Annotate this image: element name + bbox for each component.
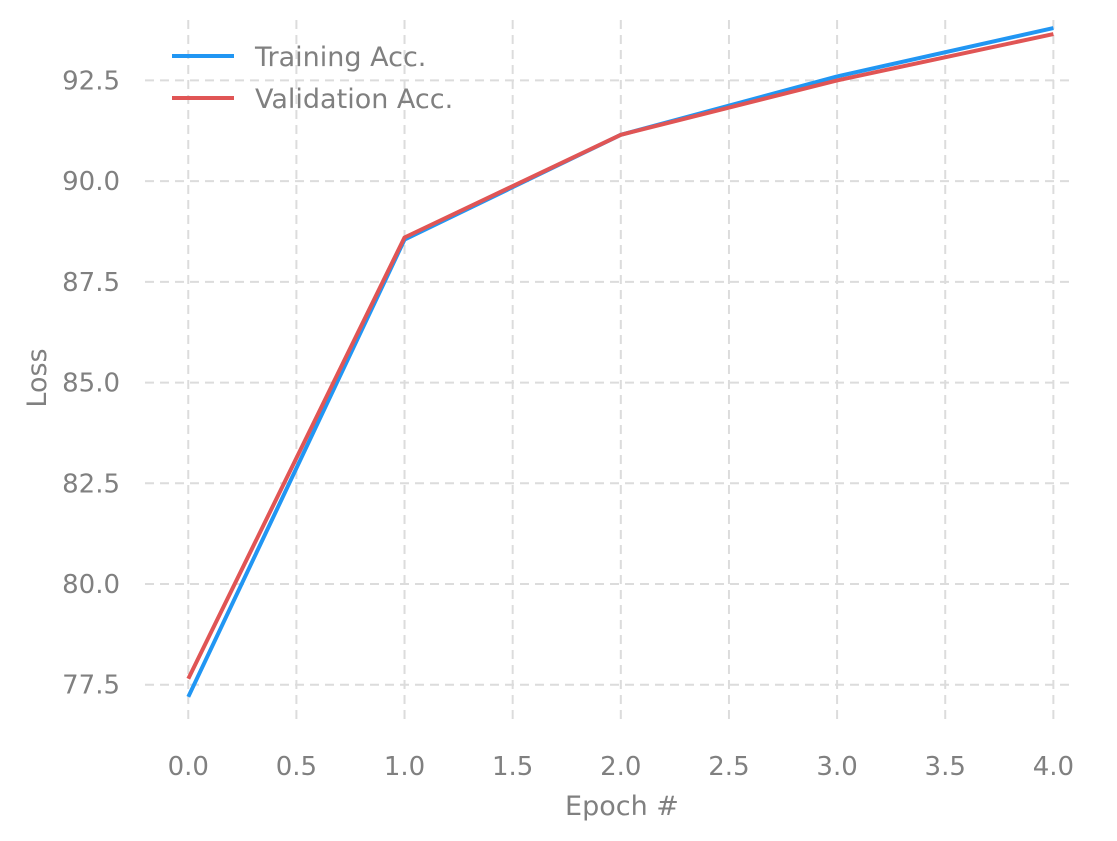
y-tick-label: 87.5 — [62, 268, 120, 298]
y-tick-labels: 77.5 80.0 82.5 85.0 87.5 90.0 92.5 — [62, 66, 120, 700]
y-tick-label: 77.5 — [62, 671, 120, 701]
x-tick-label: 4.0 — [1033, 752, 1074, 782]
y-tick-label: 85.0 — [62, 369, 120, 399]
x-tick-label: 3.5 — [925, 752, 966, 782]
legend-label-validation: Validation Acc. — [255, 84, 453, 115]
legend: Training Acc. Validation Acc. — [172, 42, 453, 115]
legend-label-training: Training Acc. — [254, 42, 426, 73]
y-tick-label: 80.0 — [62, 570, 120, 600]
series-lines — [186, 26, 1054, 698]
x-tick-label: 0.0 — [168, 752, 209, 782]
x-tick-label: 2.5 — [708, 752, 749, 782]
x-axis-label: Epoch # — [565, 791, 679, 822]
x-tick-label: 2.0 — [600, 752, 641, 782]
series-line-validation — [186, 32, 1054, 680]
x-tick-label: 0.5 — [276, 752, 317, 782]
x-tick-label: 3.0 — [816, 752, 857, 782]
vertical-grid-lines — [187, 20, 1055, 725]
y-tick-label: 92.5 — [62, 66, 120, 96]
x-tick-labels: 0.0 0.5 1.0 1.5 2.0 2.5 3.0 3.5 4.0 — [168, 752, 1074, 782]
horizontal-grid-lines — [145, 79, 1075, 686]
y-tick-label: 82.5 — [62, 469, 120, 499]
x-tick-label: 1.0 — [384, 752, 425, 782]
x-tick-label: 1.5 — [492, 752, 533, 782]
y-tick-label: 90.0 — [62, 167, 120, 197]
y-axis-label: Loss — [22, 348, 53, 407]
